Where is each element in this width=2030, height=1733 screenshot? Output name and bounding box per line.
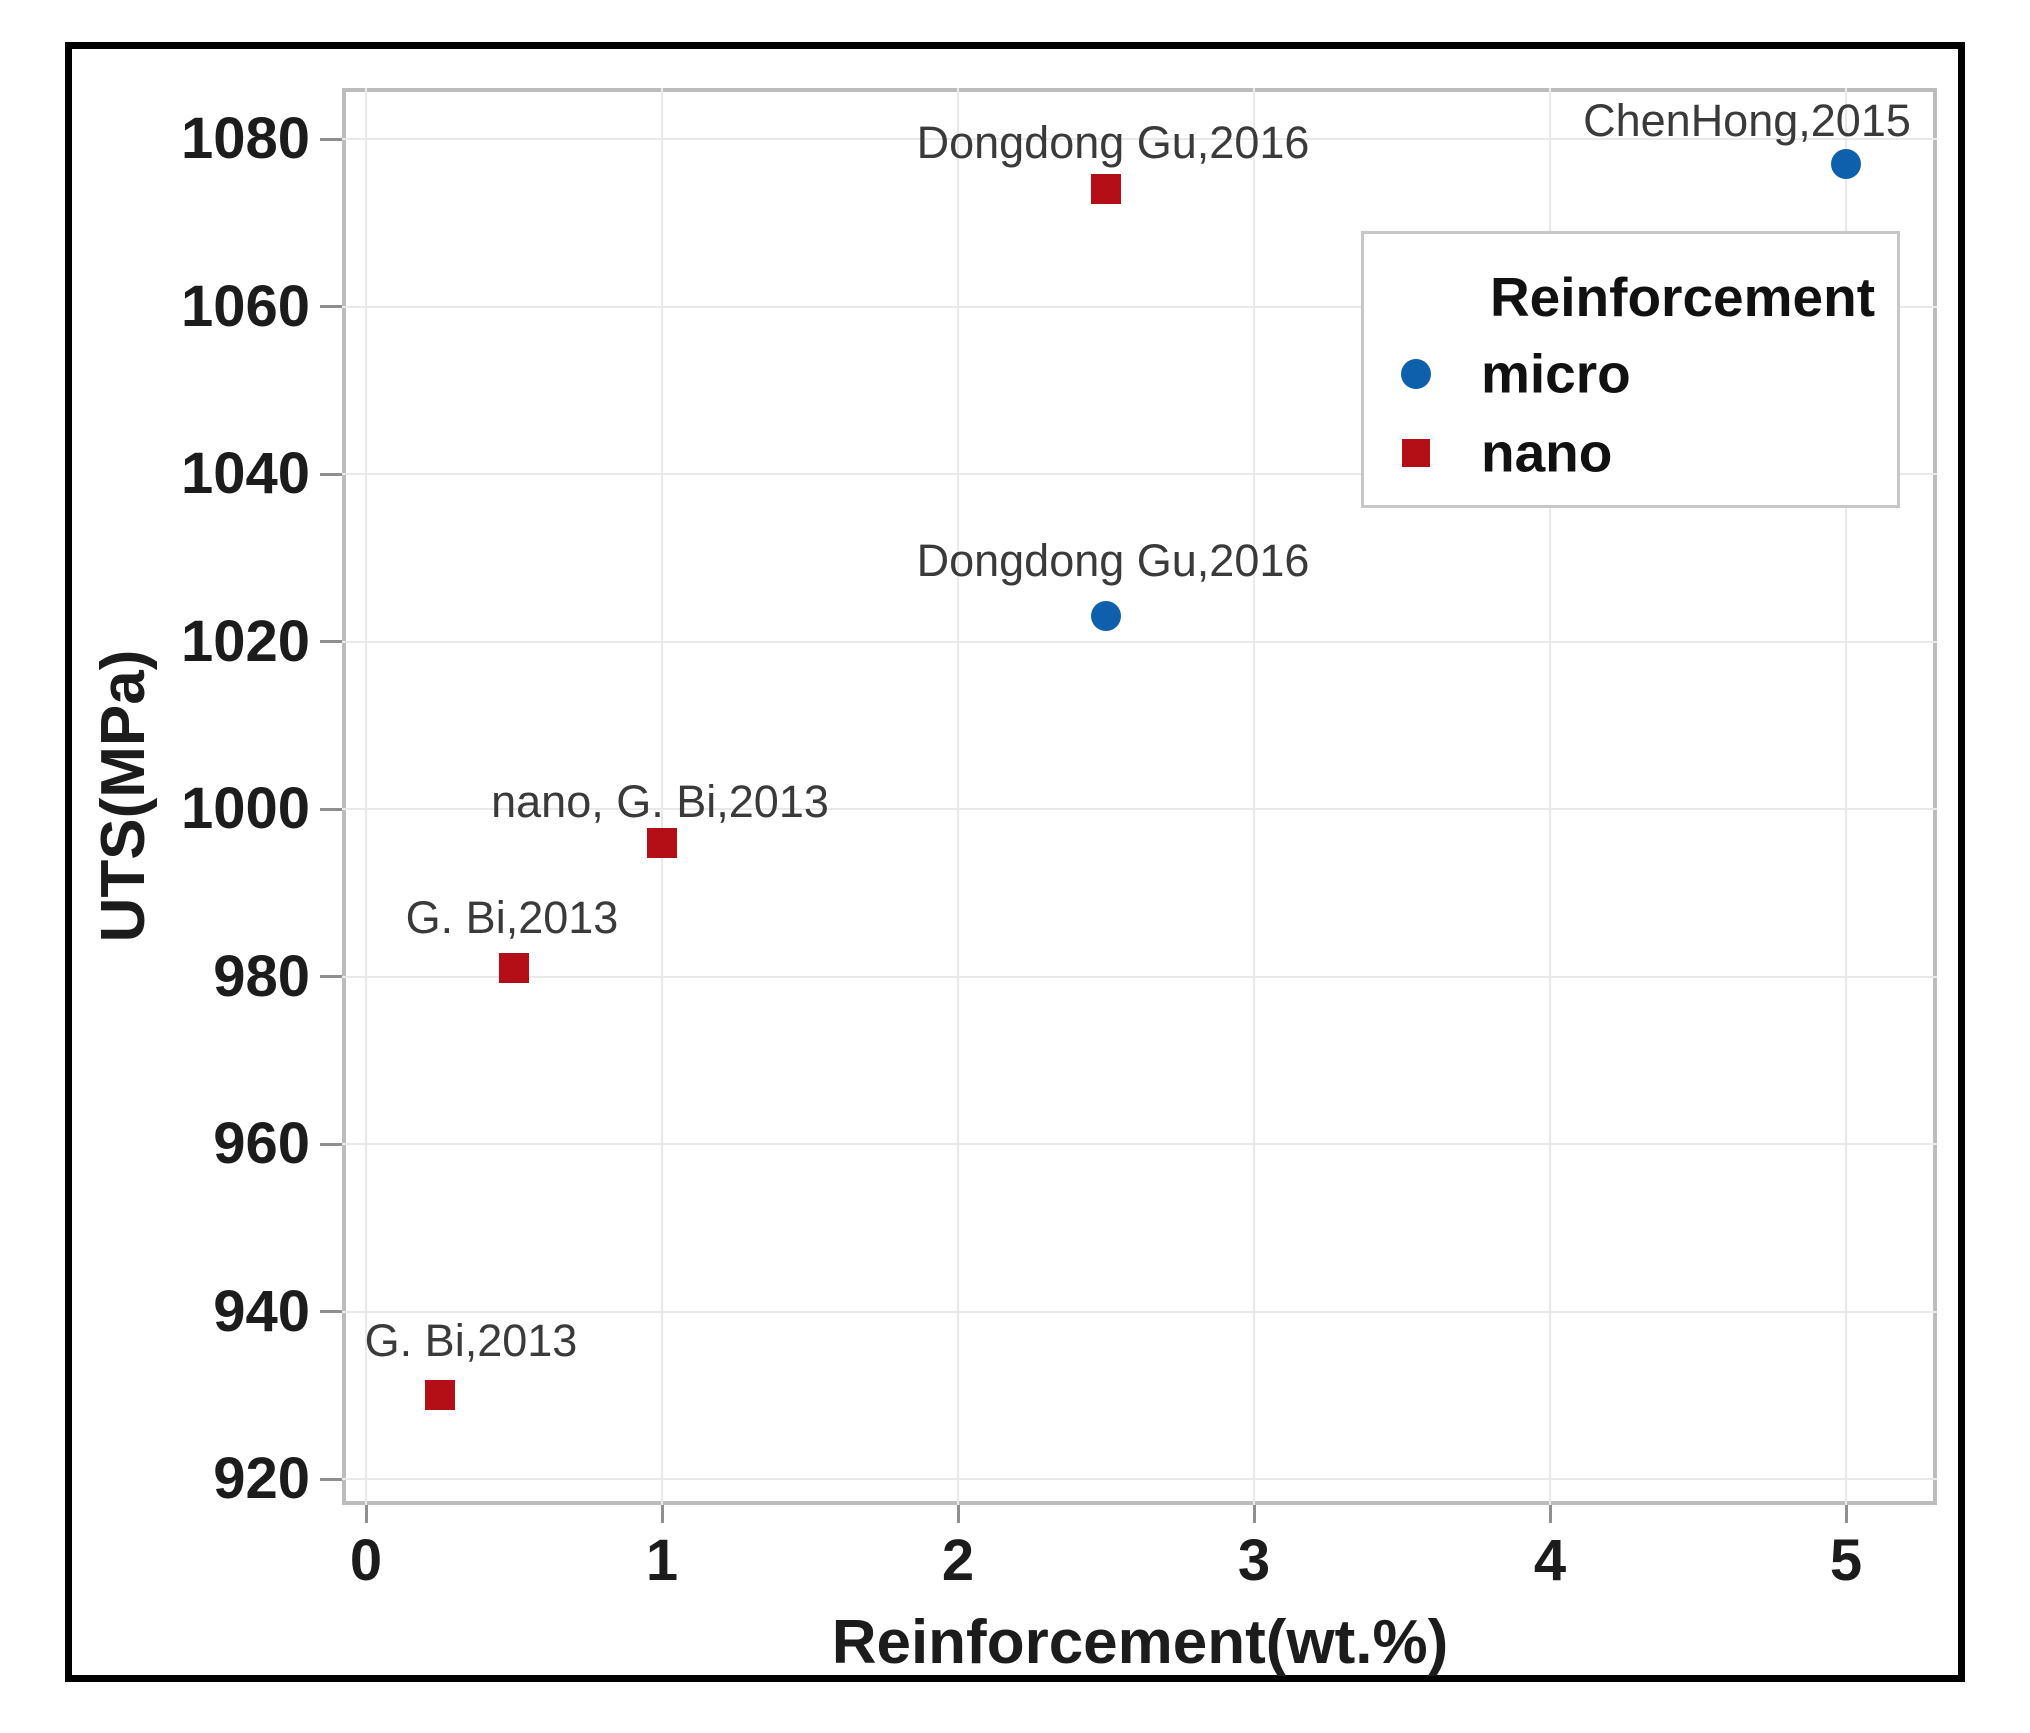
x-tick [1252, 1505, 1256, 1523]
y-tick-label: 1020 [180, 608, 310, 674]
gridline-vertical [1253, 88, 1255, 1505]
x-tick [364, 1505, 368, 1523]
data-point-label: ChenHong,2015 [1583, 95, 1911, 147]
gridline-horizontal [342, 1310, 1937, 1313]
x-tick-label: 2 [941, 1528, 975, 1593]
y-tick-label: 1040 [180, 441, 310, 506]
y-axis-title: UTS(MPa) [89, 649, 158, 943]
gridline-horizontal [342, 808, 1937, 810]
y-tick [320, 137, 342, 141]
y-tick [320, 1142, 342, 1146]
data-point-label: G. Bi,2013 [364, 1315, 578, 1367]
y-tick [320, 975, 342, 978]
nano-data-point-marker [1091, 174, 1121, 205]
micro-data-point-marker [1091, 601, 1121, 632]
y-tick [320, 1477, 342, 1481]
data-point-label: Dongdong Gu,2016 [916, 535, 1310, 587]
gridline-horizontal [342, 1478, 1937, 1480]
legend: Reinforcement micro nano [1361, 231, 1900, 508]
y-tick-label: 940 [213, 1278, 310, 1344]
data-point-label: Dongdong Gu,2016 [916, 117, 1310, 169]
x-axis-title: Reinforcement(wt.%) [831, 1608, 1449, 1677]
y-tick [320, 472, 342, 476]
legend-nano-marker-icon [1402, 439, 1430, 467]
gridline-vertical [957, 88, 959, 1505]
gridline-horizontal [342, 473, 1937, 475]
legend-item-micro: micro [1481, 342, 1631, 405]
gridline-horizontal [342, 1143, 1937, 1145]
y-tick-label: 980 [213, 943, 310, 1009]
nano-data-point-marker [425, 1380, 455, 1411]
x-tick [660, 1505, 664, 1523]
data-point-label: G. Bi,2013 [405, 892, 619, 944]
y-tick [320, 1310, 342, 1313]
y-tick [320, 640, 342, 643]
x-tick-label: 5 [1829, 1528, 1863, 1593]
nano-data-point-marker [499, 953, 529, 984]
x-tick [956, 1505, 960, 1523]
x-tick-label: 1 [645, 1528, 679, 1593]
gridline-vertical [1845, 88, 1847, 1505]
y-tick-label: 1000 [180, 776, 310, 841]
legend-title: Reinforcement [1489, 266, 1876, 328]
legend-micro-marker-icon [1401, 359, 1431, 389]
legend-item-nano: nano [1481, 421, 1613, 484]
y-tick-label: 960 [213, 1111, 310, 1176]
micro-data-point-marker [1831, 149, 1861, 180]
y-tick-label: 1060 [180, 273, 310, 339]
x-tick-label: 0 [349, 1528, 383, 1593]
gridline-vertical [1549, 88, 1551, 1505]
y-tick [320, 807, 342, 811]
x-tick [1844, 1505, 1848, 1523]
y-tick-label: 1080 [180, 106, 310, 171]
gridline-horizontal [342, 640, 1937, 643]
y-tick [320, 305, 342, 308]
gridline-horizontal [342, 305, 1937, 308]
gridline-vertical [365, 88, 367, 1505]
gridline-vertical [661, 88, 663, 1505]
y-tick-label: 920 [213, 1446, 310, 1511]
nano-data-point-marker [647, 827, 677, 858]
gridline-horizontal [342, 975, 1937, 978]
data-point-label: nano, G. Bi,2013 [491, 776, 829, 828]
x-tick [1548, 1505, 1552, 1523]
x-tick-label: 3 [1237, 1528, 1271, 1593]
x-tick-label: 4 [1533, 1528, 1567, 1593]
gridline-horizontal [342, 138, 1937, 140]
